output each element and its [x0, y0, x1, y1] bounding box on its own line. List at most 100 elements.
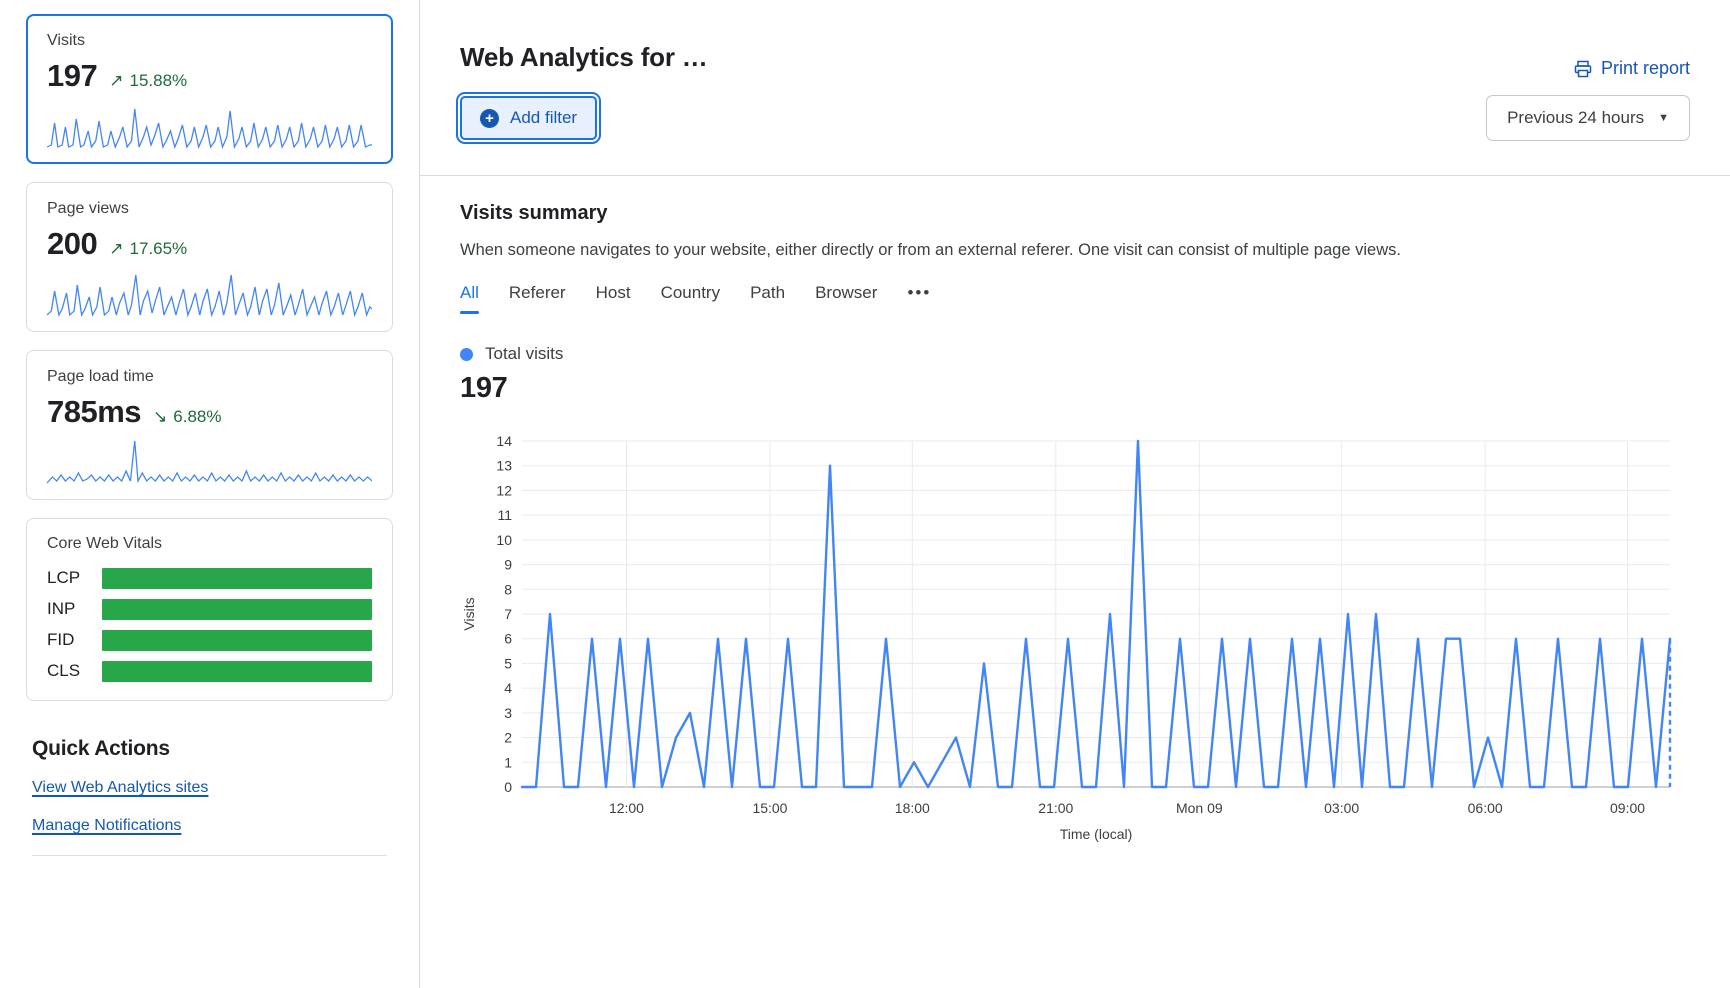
- quick-actions-section: Quick Actions View Web Analytics sites M…: [26, 737, 393, 856]
- svg-text:12: 12: [496, 482, 512, 498]
- svg-text:Time (local): Time (local): [1060, 826, 1133, 842]
- svg-text:14: 14: [496, 433, 512, 449]
- trend-up-arrow-icon: ↗: [109, 239, 124, 258]
- svg-text:6: 6: [504, 631, 512, 647]
- trend-up-arrow-icon: ↗: [109, 71, 124, 90]
- page-title: Web Analytics for …: [460, 42, 708, 72]
- print-report-label: Print report: [1600, 58, 1690, 78]
- cwv-row-cls: CLS: [47, 660, 372, 682]
- tab-browser[interactable]: Browser: [815, 283, 878, 302]
- cwv-bar-fill: [102, 629, 372, 651]
- svg-text:7: 7: [504, 606, 512, 622]
- svg-text:03:00: 03:00: [1324, 800, 1359, 816]
- print-report-button[interactable]: Print report: [1573, 58, 1690, 79]
- legend-label: Total visits: [485, 344, 564, 363]
- plus-circle-icon: +: [480, 108, 499, 128]
- printer-icon: [1574, 60, 1592, 77]
- svg-text:8: 8: [504, 581, 512, 597]
- quick-action-view-web-analytics-sites[interactable]: View Web Analytics sites: [32, 779, 209, 796]
- legend-total-value: 197: [460, 372, 508, 404]
- cwv-bar-track: [102, 598, 372, 620]
- metric-card-page-views[interactable]: Page views 200 ↗ 17.65%: [26, 182, 393, 332]
- metric-card-visits[interactable]: Visits 197 ↗ 15.88%: [26, 14, 393, 164]
- metric-delta: ↘ 6.88%: [153, 406, 221, 428]
- add-filter-label: Add filter: [510, 108, 578, 127]
- metric-delta-value: 6.88%: [173, 406, 222, 426]
- cwv-bar-track: [102, 629, 372, 651]
- svg-text:15:00: 15:00: [752, 800, 787, 816]
- svg-text:0: 0: [504, 779, 512, 795]
- quick-action-manage-notifications[interactable]: Manage Notifications: [32, 817, 182, 834]
- tab-path[interactable]: Path: [750, 283, 786, 302]
- metrics-sidebar: Visits 197 ↗ 15.88% Page views 200 ↗ 17.…: [0, 0, 420, 988]
- chart-legend: Total visits: [460, 344, 1690, 364]
- metric-value: 197: [47, 58, 98, 93]
- core-web-vitals-card: Core Web Vitals LCP INP FID CLS: [26, 518, 393, 701]
- svg-text:21:00: 21:00: [1038, 800, 1073, 816]
- svg-text:10: 10: [496, 532, 512, 548]
- cwv-bar-track: [102, 660, 372, 682]
- svg-text:18:00: 18:00: [895, 800, 930, 816]
- metric-delta-value: 15.88%: [129, 70, 188, 90]
- section-description: When someone navigates to your website, …: [460, 241, 1401, 259]
- main-header: Web Analytics for … Print report + Add f…: [420, 0, 1730, 176]
- metric-label: Visits: [47, 32, 85, 49]
- svg-text:13: 13: [496, 458, 512, 474]
- tab-all[interactable]: All: [460, 283, 479, 314]
- main-content: Visits summary When someone navigates to…: [420, 176, 1730, 847]
- cwv-metric-name: CLS: [47, 661, 81, 680]
- tab-country[interactable]: Country: [660, 283, 721, 302]
- metric-value: 200: [47, 226, 98, 261]
- section-title: Visits summary: [460, 202, 608, 224]
- metric-label: Page views: [47, 200, 129, 217]
- svg-text:Visits: Visits: [461, 597, 477, 630]
- svg-text:5: 5: [504, 655, 512, 671]
- tabs-overflow-button[interactable]: •••: [907, 283, 932, 302]
- tab-host[interactable]: Host: [595, 283, 631, 302]
- cwv-metric-name: INP: [47, 599, 76, 618]
- svg-text:11: 11: [497, 507, 512, 523]
- page-load-time-sparkline: [47, 440, 372, 484]
- svg-text:12:00: 12:00: [609, 800, 644, 816]
- cwv-metric-name: LCP: [47, 568, 81, 587]
- svg-text:09:00: 09:00: [1610, 800, 1645, 816]
- metric-delta-value: 17.65%: [129, 238, 188, 258]
- tab-referer[interactable]: Referer: [508, 283, 566, 302]
- svg-text:2: 2: [504, 730, 512, 746]
- page-views-sparkline: [47, 274, 372, 318]
- legend-dot-icon: [460, 347, 473, 361]
- svg-text:4: 4: [504, 680, 512, 696]
- time-range-value: Previous 24 hours: [1507, 108, 1645, 127]
- svg-text:Mon 09: Mon 09: [1176, 800, 1223, 816]
- chevron-down-icon: ▼: [1658, 112, 1669, 124]
- cwv-bar-fill: [102, 567, 372, 589]
- trend-down-arrow-icon: ↘: [153, 407, 168, 426]
- metric-label: Page load time: [47, 368, 154, 385]
- metric-card-page-load-time[interactable]: Page load time 785ms ↘ 6.88%: [26, 350, 393, 500]
- quick-actions-divider: [32, 855, 387, 856]
- main-panel: Web Analytics for … Print report + Add f…: [420, 0, 1730, 988]
- cwv-bar-fill: [102, 598, 372, 620]
- cwv-row-inp: INP: [47, 598, 372, 620]
- metric-delta: ↗ 17.65%: [109, 238, 187, 260]
- svg-text:9: 9: [504, 557, 512, 573]
- quick-actions-title: Quick Actions: [32, 737, 170, 760]
- cwv-metric-name: FID: [47, 630, 75, 649]
- add-filter-button[interactable]: + Add filter: [455, 92, 602, 144]
- svg-text:3: 3: [504, 705, 512, 721]
- svg-text:06:00: 06:00: [1468, 800, 1503, 816]
- cwv-row-fid: FID: [47, 629, 372, 651]
- header-controls-row: + Add filter Previous 24 hours ▼: [455, 92, 1690, 144]
- time-range-select[interactable]: Previous 24 hours ▼: [1486, 95, 1690, 141]
- core-web-vitals-title: Core Web Vitals: [47, 535, 163, 552]
- visits-sparkline: [47, 108, 372, 150]
- metric-value: 785ms: [47, 394, 142, 429]
- visits-line-chart[interactable]: 0 1 2 3 4 5 6 7 8 9 10 11 12 13 14 12:00 15:00 18:00 21:00…: [460, 427, 1690, 847]
- cwv-bar-track: [102, 567, 372, 589]
- dimension-tabs: All Referer Host Country Path Browser ••…: [460, 283, 1690, 314]
- svg-text:1: 1: [504, 754, 512, 770]
- cwv-row-lcp: LCP: [47, 567, 372, 589]
- metric-delta: ↗ 15.88%: [109, 70, 187, 92]
